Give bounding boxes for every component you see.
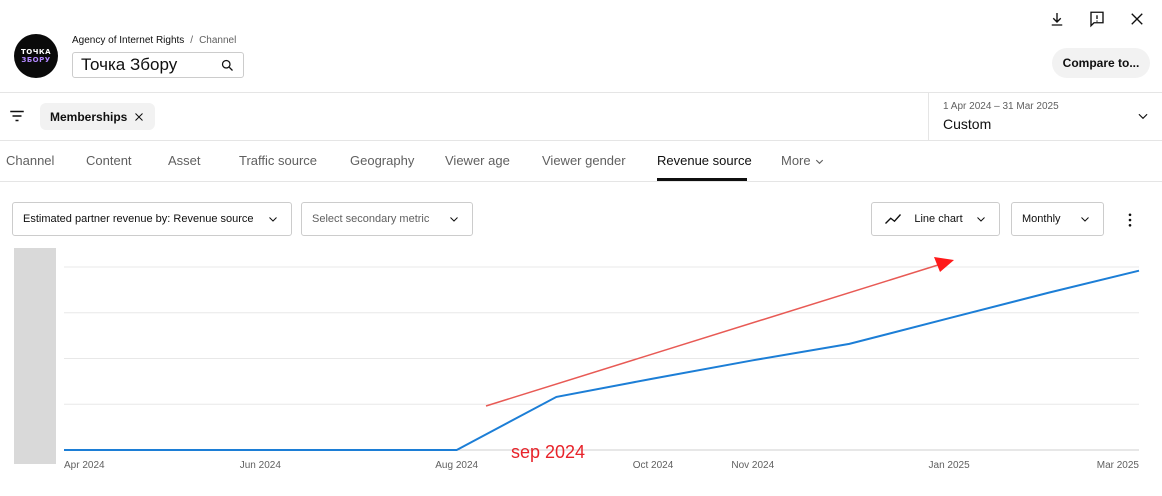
search-icon[interactable] (220, 58, 235, 73)
x-tick-label: Jun 2024 (240, 460, 282, 471)
filter-chip-memberships[interactable]: Memberships (40, 103, 156, 130)
interval-select[interactable]: Monthly (1011, 202, 1104, 236)
chart-type-value: Line chart (914, 213, 963, 225)
divider (0, 140, 1162, 141)
breadcrumb-channel-label: Channel (199, 35, 237, 46)
breadcrumb-owner[interactable]: Agency of Internet Rights (72, 35, 185, 46)
secondary-metric-select[interactable]: Select secondary metric (301, 202, 473, 236)
channel-search-value: Точка Збору (81, 55, 178, 74)
chart-series-layer (64, 269, 1140, 451)
secondary-metric-placeholder: Select secondary metric (312, 213, 430, 225)
tab-traffic-source[interactable]: Traffic source (239, 153, 318, 168)
chevron-down-icon (1138, 113, 1148, 120)
annotation-arrow-head (934, 257, 954, 272)
divider (0, 92, 1162, 93)
chart-grid (64, 266, 1139, 451)
x-tick-label: Aug 2024 (435, 460, 478, 471)
x-tick-label: Apr 2024 (64, 460, 105, 471)
compare-to-button[interactable]: Compare to... (1052, 48, 1150, 78)
x-tick-label: Mar 2025 (1097, 460, 1140, 471)
series-line (64, 269, 1140, 451)
active-tab-indicator (657, 178, 747, 181)
divider (0, 181, 1162, 182)
interval-value: Monthly (1022, 213, 1061, 225)
breadcrumb: Agency of Internet Rights / Channel (72, 35, 244, 48)
annotation-label: sep 2024 (511, 442, 585, 462)
tab-channel[interactable]: Channel (6, 153, 55, 168)
chevron-down-icon (269, 217, 277, 222)
chevron-down-icon (1081, 217, 1089, 222)
x-tick-label: Jan 2025 (929, 460, 971, 471)
tab-geography[interactable]: Geography (350, 153, 415, 168)
download-icon[interactable] (1046, 8, 1068, 30)
channel-info: Agency of Internet Rights / Channel Точк… (72, 35, 244, 78)
annotation-arrow-layer (485, 257, 954, 407)
x-tick-label: Nov 2024 (731, 460, 774, 471)
chevron-down-icon (815, 159, 823, 165)
line-chart-icon (885, 214, 902, 224)
filter-row: Memberships 1 Apr 2024 – 31 Mar 2025 Cus… (0, 93, 1162, 140)
primary-metric-value: Estimated partner revenue by: Revenue so… (23, 213, 254, 225)
revenue-line-chart: Apr 2024 Jun 2024 Aug 2024 Oct 2024 Nov 2024… (14, 248, 1140, 471)
redacted-axis-area (14, 248, 56, 464)
tab-asset[interactable]: Asset (168, 153, 201, 168)
breadcrumb-separator: / (190, 35, 194, 46)
report-tabs: Channel Content Asset Traffic source Geo… (0, 141, 1162, 181)
chevron-down-icon (977, 217, 985, 222)
chevron-down-icon (450, 217, 458, 222)
avatar: ТОЧКА ЗБОРУ (14, 34, 58, 78)
date-range-selector[interactable]: 1 Apr 2024 – 31 Mar 2025 Custom (928, 93, 1162, 140)
tab-revenue-source[interactable]: Revenue source (657, 153, 752, 168)
tab-more[interactable]: More (781, 153, 825, 168)
window-actions (1046, 8, 1148, 30)
x-axis-ticks: Apr 2024 Jun 2024 Aug 2024 Oct 2024 Nov 2024… (64, 460, 1139, 471)
date-preset: Custom (943, 116, 992, 132)
chart-type-select[interactable]: Line chart (871, 202, 1000, 236)
close-icon[interactable] (1126, 8, 1148, 30)
date-range-text: 1 Apr 2024 – 31 Mar 2025 (943, 101, 1059, 112)
avatar-line-2: ЗБОРУ (21, 56, 51, 64)
feedback-icon[interactable] (1086, 8, 1108, 30)
remove-filter-icon[interactable] (133, 111, 145, 123)
filter-chip-label: Memberships (50, 109, 128, 124)
tab-content[interactable]: Content (86, 153, 132, 168)
x-tick-label: Oct 2024 (633, 460, 674, 471)
channel-header: ТОЧКА ЗБОРУ Agency of Internet Rights / … (14, 34, 244, 78)
tab-viewer-age[interactable]: Viewer age (445, 153, 510, 168)
tab-viewer-gender[interactable]: Viewer gender (542, 153, 626, 168)
channel-search-input[interactable]: Точка Збору (72, 52, 244, 78)
tab-more-label: More (781, 153, 811, 168)
primary-metric-select[interactable]: Estimated partner revenue by: Revenue so… (12, 202, 292, 236)
more-options-icon[interactable] (1122, 210, 1138, 230)
filter-icon[interactable] (8, 107, 26, 125)
annotation-arrow-line (485, 264, 939, 407)
avatar-line-1: ТОЧКА (20, 48, 52, 56)
